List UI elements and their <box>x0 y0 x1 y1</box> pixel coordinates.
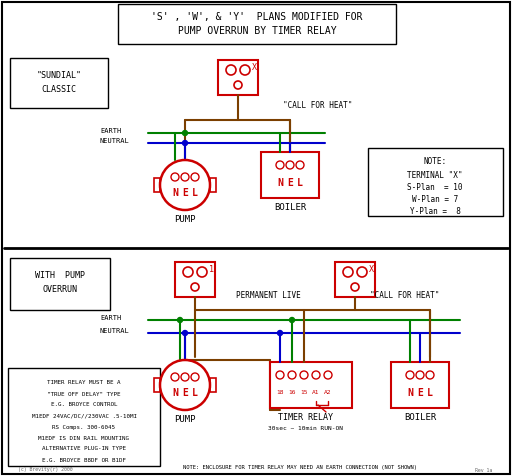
Text: "TRUE OFF DELAY" TYPE: "TRUE OFF DELAY" TYPE <box>47 391 121 397</box>
Text: S-Plan  = 10: S-Plan = 10 <box>407 184 463 192</box>
Text: NEUTRAL: NEUTRAL <box>100 328 130 334</box>
Text: X: X <box>251 62 257 71</box>
Text: E: E <box>287 178 293 188</box>
Circle shape <box>160 160 210 210</box>
Text: 18: 18 <box>276 390 284 396</box>
Text: "CALL FOR HEAT": "CALL FOR HEAT" <box>283 100 353 109</box>
Circle shape <box>343 267 353 277</box>
Text: (c) Brevity(r) 2000: (c) Brevity(r) 2000 <box>18 467 73 473</box>
FancyBboxPatch shape <box>175 262 215 297</box>
Text: 16: 16 <box>288 390 296 396</box>
Text: M1EDF 24VAC/DC//230VAC .5-10MI: M1EDF 24VAC/DC//230VAC .5-10MI <box>32 414 137 418</box>
Text: N: N <box>407 388 413 398</box>
Circle shape <box>351 283 359 291</box>
Text: L: L <box>192 188 198 198</box>
Circle shape <box>276 161 284 169</box>
Text: TIMER RELAY MUST BE A: TIMER RELAY MUST BE A <box>47 380 121 386</box>
Text: Y-Plan =  8: Y-Plan = 8 <box>410 208 460 217</box>
Text: NOTE:: NOTE: <box>423 158 446 167</box>
Circle shape <box>171 373 179 381</box>
Circle shape <box>416 371 424 379</box>
FancyBboxPatch shape <box>10 258 110 310</box>
Circle shape <box>171 173 179 181</box>
Text: L: L <box>427 388 433 398</box>
Text: L: L <box>192 388 198 398</box>
FancyBboxPatch shape <box>154 178 160 192</box>
Text: 30sec ~ 10min RUN-ON: 30sec ~ 10min RUN-ON <box>267 426 343 430</box>
Text: 1: 1 <box>208 265 214 274</box>
Circle shape <box>324 371 332 379</box>
Text: E.G. BROYCE CONTROL: E.G. BROYCE CONTROL <box>51 403 117 407</box>
Text: BOILER: BOILER <box>404 413 436 422</box>
Circle shape <box>240 65 250 75</box>
Text: WITH  PUMP: WITH PUMP <box>35 270 85 279</box>
FancyBboxPatch shape <box>368 148 503 216</box>
FancyBboxPatch shape <box>335 262 375 297</box>
Text: E: E <box>182 388 188 398</box>
Circle shape <box>296 161 304 169</box>
Circle shape <box>286 161 294 169</box>
Circle shape <box>300 371 308 379</box>
Circle shape <box>288 371 296 379</box>
Circle shape <box>226 65 236 75</box>
Text: PUMP: PUMP <box>174 415 196 424</box>
FancyBboxPatch shape <box>261 152 319 198</box>
FancyBboxPatch shape <box>154 378 160 392</box>
Text: 'S' , 'W', & 'Y'  PLANS MODIFIED FOR: 'S' , 'W', & 'Y' PLANS MODIFIED FOR <box>151 12 362 22</box>
Text: RS Comps. 300-6045: RS Comps. 300-6045 <box>53 425 116 429</box>
Text: M1EDF IS DIN RAIL MOUNTING: M1EDF IS DIN RAIL MOUNTING <box>38 436 130 440</box>
FancyBboxPatch shape <box>391 362 449 408</box>
Text: TERMINAL "X": TERMINAL "X" <box>407 170 463 179</box>
Circle shape <box>191 283 199 291</box>
Text: PERMANENT LIVE: PERMANENT LIVE <box>236 290 301 299</box>
Circle shape <box>312 371 320 379</box>
FancyBboxPatch shape <box>118 4 396 44</box>
Text: X: X <box>369 265 373 274</box>
Circle shape <box>182 330 187 336</box>
Circle shape <box>234 81 242 89</box>
Text: A2: A2 <box>324 390 332 396</box>
FancyBboxPatch shape <box>270 362 352 408</box>
Circle shape <box>197 267 207 277</box>
Circle shape <box>182 140 187 146</box>
Circle shape <box>289 317 294 323</box>
Circle shape <box>426 371 434 379</box>
FancyBboxPatch shape <box>218 60 258 95</box>
Circle shape <box>278 330 283 336</box>
Circle shape <box>191 373 199 381</box>
Text: PUMP: PUMP <box>174 215 196 224</box>
Text: A1: A1 <box>312 390 320 396</box>
Text: NEUTRAL: NEUTRAL <box>100 138 130 144</box>
Text: N: N <box>172 388 178 398</box>
Text: E: E <box>182 188 188 198</box>
Text: W-Plan = 7: W-Plan = 7 <box>412 196 458 205</box>
Circle shape <box>357 267 367 277</box>
Circle shape <box>181 173 189 181</box>
Text: OVERRUN: OVERRUN <box>42 286 77 295</box>
Text: 15: 15 <box>300 390 308 396</box>
Text: N: N <box>277 178 283 188</box>
Text: BOILER: BOILER <box>274 202 306 211</box>
Text: ALTERNATIVE PLUG-IN TYPE: ALTERNATIVE PLUG-IN TYPE <box>42 446 126 452</box>
FancyBboxPatch shape <box>10 58 108 108</box>
FancyBboxPatch shape <box>210 378 216 392</box>
Circle shape <box>181 373 189 381</box>
Text: EARTH: EARTH <box>100 128 121 134</box>
Text: E.G. BROYCE B8DF OR B1DF: E.G. BROYCE B8DF OR B1DF <box>42 457 126 463</box>
Circle shape <box>182 130 187 136</box>
Circle shape <box>191 173 199 181</box>
Text: PUMP OVERRUN BY TIMER RELAY: PUMP OVERRUN BY TIMER RELAY <box>178 26 336 36</box>
Circle shape <box>178 317 182 323</box>
Circle shape <box>406 371 414 379</box>
Text: E: E <box>417 388 423 398</box>
Text: NOTE: ENCLOSURE FOR TIMER RELAY MAY NEED AN EARTH CONNECTION (NOT SHOWN): NOTE: ENCLOSURE FOR TIMER RELAY MAY NEED… <box>183 466 417 470</box>
Circle shape <box>183 267 193 277</box>
Text: "SUNDIAL": "SUNDIAL" <box>36 70 81 79</box>
Circle shape <box>160 360 210 410</box>
FancyBboxPatch shape <box>8 368 160 466</box>
Text: EARTH: EARTH <box>100 315 121 321</box>
Circle shape <box>276 371 284 379</box>
FancyBboxPatch shape <box>210 178 216 192</box>
Text: L: L <box>297 178 303 188</box>
